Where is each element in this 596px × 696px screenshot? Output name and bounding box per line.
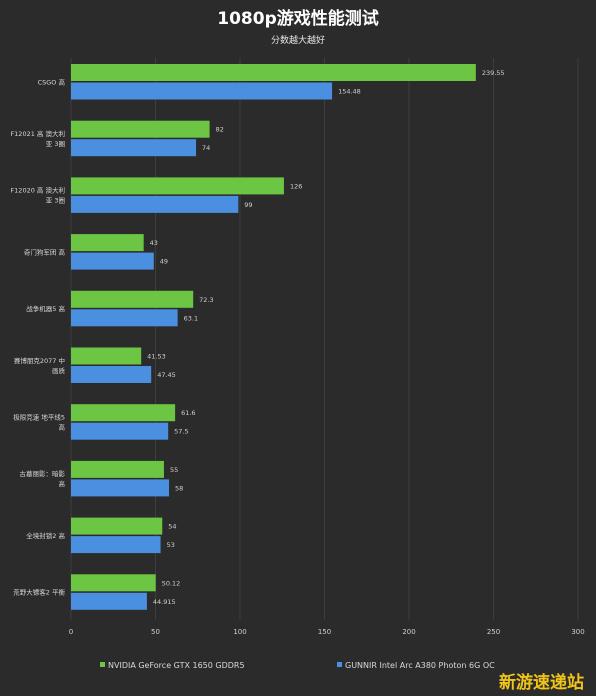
- data-label: 99: [244, 201, 252, 209]
- watermark: 新游速递站: [499, 672, 584, 693]
- bar-intel: [71, 366, 152, 383]
- bar-intel: [71, 536, 161, 554]
- data-label: 50.12: [162, 579, 181, 587]
- bar-intel: [71, 422, 169, 440]
- bar-nvidia: [71, 460, 164, 478]
- data-label: 55: [170, 466, 178, 474]
- bar-intel: [71, 592, 147, 610]
- legend-label: NVIDIA GeForce GTX 1650 GDDR5: [108, 661, 245, 670]
- bar-nvidia: [71, 290, 194, 308]
- data-label: 57.5: [174, 428, 188, 436]
- bar-intel: [71, 309, 178, 327]
- category-label: 画质: [52, 366, 66, 375]
- legend: NVIDIA GeForce GTX 1650 GDDR5 GUNNIR Inte…: [100, 661, 495, 670]
- bar-intel: [71, 82, 333, 100]
- data-label: 54: [168, 523, 176, 531]
- category-label: CSGO 高: [38, 77, 66, 86]
- category-label: F12021 高 澳大利: [10, 129, 65, 138]
- bar-nvidia: [71, 574, 156, 592]
- category-label: 荒野大镖客2 平衡: [13, 588, 65, 597]
- bar-nvidia: [71, 517, 163, 535]
- bar-intel: [71, 252, 154, 270]
- chart-subtitle: 分数越大越好: [271, 34, 325, 46]
- category-label: 古墓丽影：暗影: [20, 469, 66, 478]
- category-label: 奇门狗军团 高: [24, 247, 66, 256]
- bar-intel: [71, 479, 170, 497]
- data-label: 61.6: [181, 409, 195, 417]
- category-label: 亚 3圈: [46, 197, 65, 205]
- data-label: 41.53: [147, 353, 166, 361]
- data-label: 126: [290, 182, 302, 190]
- bar-nvidia: [71, 234, 144, 252]
- x-tick-label: 150: [318, 628, 331, 636]
- data-label: 49: [160, 258, 168, 266]
- bars: 239.55 154.48 82 74 126 99 43 49 72.3 63.1 41.53 47…: [71, 64, 505, 610]
- x-tick-label: 250: [487, 628, 500, 636]
- x-tick-label: 200: [402, 628, 415, 636]
- category-label: 高: [59, 479, 66, 488]
- x-tick-label: 100: [233, 628, 246, 636]
- data-label: 44.915: [153, 598, 176, 606]
- data-label: 43: [150, 239, 158, 247]
- category-label: 赛博朋克2077 中: [14, 356, 65, 365]
- bar-nvidia: [71, 64, 476, 81]
- legend-label: GUNNIR Intel Arc A380 Photon 6G OC: [345, 661, 495, 670]
- data-label: 72.3: [199, 296, 213, 304]
- category-label: F12020 高 澳大利: [10, 186, 65, 195]
- legend-swatch: [100, 662, 105, 667]
- data-label: 53: [167, 541, 175, 549]
- bar-nvidia: [71, 404, 176, 422]
- bar-intel: [71, 195, 239, 213]
- data-label: 47.45: [157, 371, 176, 379]
- chart-title: 1080p游戏性能测试: [217, 8, 378, 29]
- category-label: 高: [59, 422, 66, 431]
- x-tick-label: 0: [69, 628, 73, 636]
- bar-intel: [71, 139, 197, 157]
- legend-swatch: [337, 662, 342, 667]
- data-label: 74: [202, 144, 210, 152]
- category-label: 战争机器5 高: [26, 304, 65, 313]
- data-label: 58: [175, 484, 183, 492]
- bar-nvidia: [71, 120, 210, 138]
- data-label: 154.48: [338, 88, 361, 96]
- bar-nvidia: [71, 347, 142, 365]
- data-label: 63.1: [184, 314, 198, 322]
- data-label: 82: [216, 126, 224, 134]
- data-label: 239.55: [482, 69, 505, 77]
- x-tick-label: 50: [151, 628, 160, 636]
- category-label: 极限竞速 地平线5: [13, 412, 65, 421]
- x-axis: 0 50 100 150 200 250 300: [69, 628, 585, 636]
- bar-nvidia: [71, 177, 284, 195]
- x-tick-label: 300: [571, 628, 584, 636]
- category-label: 亚 3圈: [46, 140, 65, 148]
- category-label: 全境封锁2 高: [26, 531, 65, 540]
